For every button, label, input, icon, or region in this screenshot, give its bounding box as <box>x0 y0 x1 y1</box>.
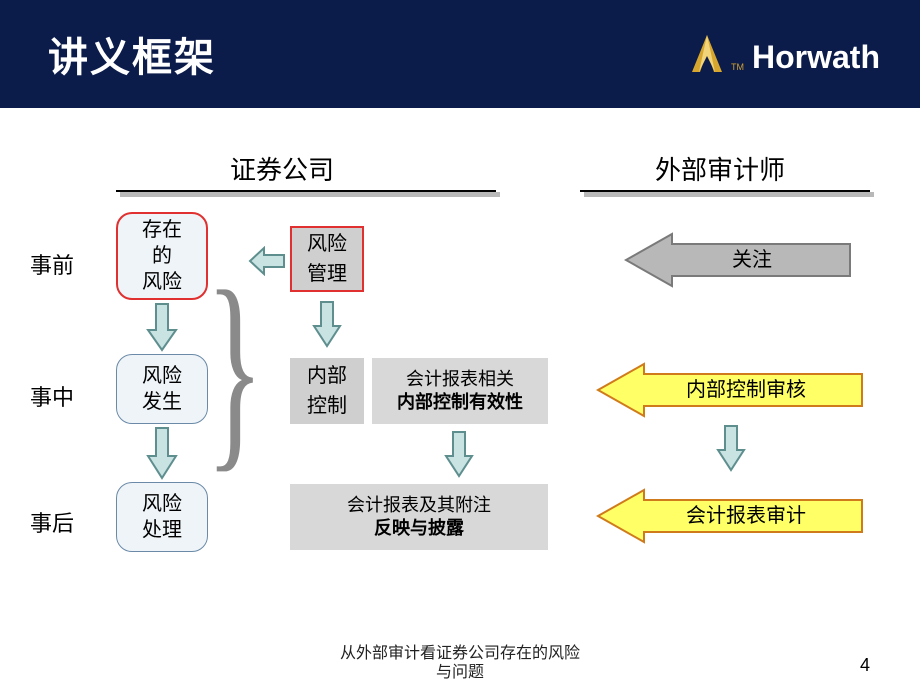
arrow-down-right <box>716 424 746 472</box>
text: 控制 <box>307 391 347 421</box>
logo: TM Horwath <box>685 32 880 76</box>
arrow-attention-text: 关注 <box>732 248 772 271</box>
box-internal-control: 内部 控制 <box>290 358 364 424</box>
slide-footer: 从外部审计看证券公司存在的风险 与问题 <box>0 644 920 682</box>
row-label-during: 事中 <box>30 380 74 412</box>
box-risk-mgmt: 风险 管理 <box>290 226 364 292</box>
text: 内部 <box>307 361 347 391</box>
slide-title: 讲义框架 <box>48 25 216 83</box>
col-left-undershadow <box>120 192 500 197</box>
logo-tm: TM <box>731 62 744 72</box>
box-risk-exist: 存在 的 风险 <box>116 212 208 300</box>
text: 管理 <box>307 259 347 289</box>
text: 风险 <box>142 363 182 389</box>
box-acct-related: 会计报表相关 内部控制有效性 <box>372 358 548 424</box>
box-risk-occur: 风险 发生 <box>116 354 208 424</box>
row-label-after: 事后 <box>30 506 74 538</box>
box-risk-handle: 风险 处理 <box>116 482 208 552</box>
arrow-down-2 <box>146 426 178 480</box>
text: 风险 <box>307 229 347 259</box>
row-label-before: 事前 <box>30 248 74 280</box>
text: 发生 <box>142 389 182 415</box>
arrow-down-mid <box>312 300 342 348</box>
arrow-left-small <box>248 246 286 276</box>
box-acct-note: 会计报表及其附注 反映与披露 <box>290 484 548 550</box>
text: 处理 <box>142 517 182 543</box>
arrow-ic-audit-text: 内部控制审核 <box>686 378 806 401</box>
col-right-undershadow <box>584 192 874 197</box>
col-header-auditor: 外部审计师 <box>655 150 785 187</box>
arrow-down-1 <box>146 302 178 352</box>
arrow-fs-audit-text: 会计报表审计 <box>686 504 806 527</box>
arrow-attention: 关注 <box>622 232 852 288</box>
text: 会计报表及其附注 <box>347 494 491 517</box>
text: 会计报表相关 <box>406 368 514 391</box>
slide-header: 讲义框架 TM Horwath <box>0 0 920 108</box>
text: 存在 <box>142 217 182 243</box>
logo-text: Horwath <box>752 39 880 76</box>
footer-line1: 从外部审计看证券公司存在的风险 <box>0 644 920 663</box>
text: 风险 <box>142 491 182 517</box>
text: 风险 <box>142 269 182 295</box>
text: 的 <box>152 243 172 269</box>
arrow-ic-audit: 内部控制审核 <box>594 362 864 418</box>
arrow-down-mid2 <box>444 430 474 478</box>
page-number: 4 <box>860 655 870 676</box>
footer-line2: 与问题 <box>0 663 920 682</box>
brace-icon: } <box>206 258 264 478</box>
slide-content: 证券公司 外部审计师 事前 事中 事后 存在 的 风险 风险 发生 风险 处理 … <box>0 108 920 648</box>
text: 内部控制有效性 <box>397 391 523 414</box>
col-header-securities: 证券公司 <box>230 150 334 187</box>
logo-icon <box>685 32 729 76</box>
arrow-fs-audit: 会计报表审计 <box>594 488 864 544</box>
text: 反映与披露 <box>374 517 464 540</box>
